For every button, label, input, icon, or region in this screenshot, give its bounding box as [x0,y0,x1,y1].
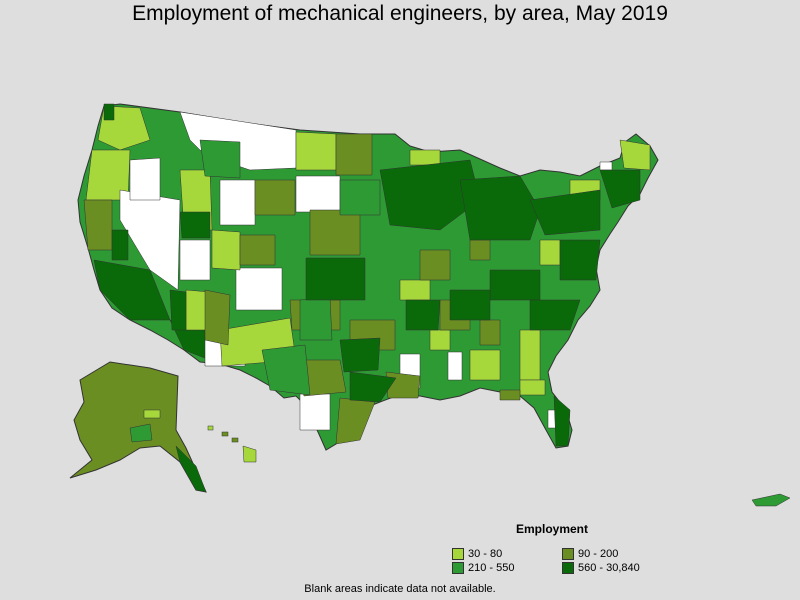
puerto-rico [751,493,791,507]
hawaii [207,425,257,463]
legend-item-210-550: 210 - 550 [452,562,514,574]
legend-label: 30 - 80 [468,548,503,560]
legend-item-560-30840: 560 - 30,840 [562,562,640,574]
legend-swatch [562,548,574,560]
footnote: Blank areas indicate data not available. [304,583,496,595]
legend-title: Employment [516,522,589,536]
range-560-30840-areas [103,103,641,447]
range-210-550-areas [199,139,381,396]
map-title: Employment of mechanical engineers, by a… [132,2,668,25]
legend-label: 210 - 550 [468,562,515,574]
legend-label: 90 - 200 [578,548,619,560]
legend-item-90-200: 90 - 200 [562,548,618,560]
legend: Employment 30 - 80 90 - 200 210 - 550 56… [450,520,700,580]
legend-swatch [452,548,464,560]
legend-swatch [452,562,464,574]
legend-swatch [562,562,574,574]
legend-label: 560 - 30,840 [578,562,640,574]
legend-item-30-80: 30 - 80 [452,548,502,560]
